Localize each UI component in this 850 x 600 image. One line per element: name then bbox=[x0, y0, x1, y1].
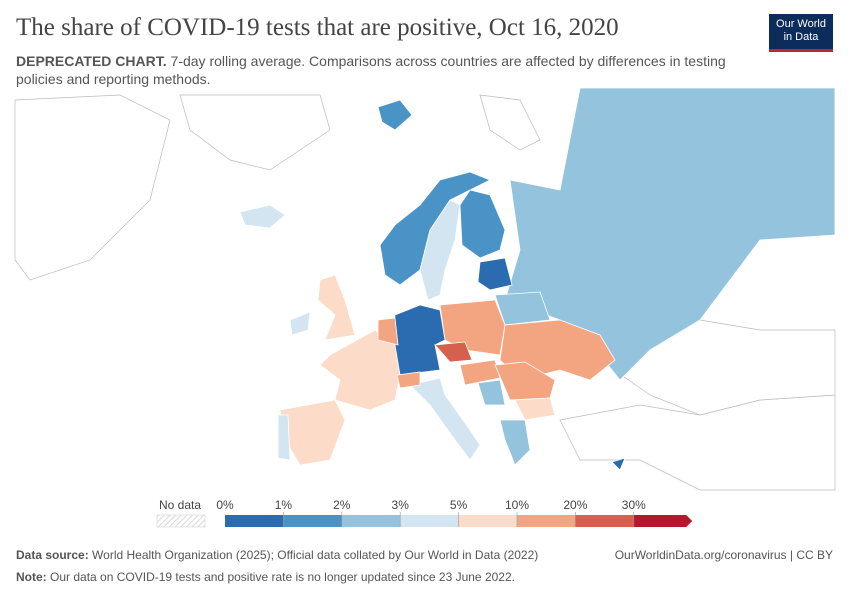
legend: No data 0% 1% 2% 3% 5% 10% 20% 30% bbox=[156, 498, 693, 528]
country bbox=[277, 414, 291, 461]
country bbox=[239, 204, 286, 229]
note: Note: Our data on COVID-19 tests and pos… bbox=[16, 570, 515, 584]
countries bbox=[239, 87, 836, 471]
country bbox=[396, 371, 421, 389]
subtitle-bold: DEPRECATED CHART. bbox=[16, 53, 167, 69]
country bbox=[494, 361, 556, 401]
country bbox=[377, 99, 413, 131]
country bbox=[289, 311, 311, 336]
country bbox=[477, 379, 506, 406]
source: Data source: World Health Organization (… bbox=[16, 548, 538, 562]
country bbox=[477, 257, 513, 291]
subtitle-text: 7-day rolling average. Comparisons acros… bbox=[16, 53, 726, 87]
map: No data 0% 1% 2% 3% 5% 10% 20% 30% bbox=[14, 87, 836, 528]
legend-label: 2% bbox=[333, 498, 351, 512]
legend-swatch bbox=[341, 515, 401, 527]
country bbox=[459, 359, 501, 386]
country bbox=[499, 419, 531, 466]
background-land bbox=[14, 94, 836, 491]
country bbox=[377, 317, 399, 346]
legend-swatch bbox=[633, 515, 693, 527]
legend-swatch bbox=[225, 515, 284, 527]
legend-swatch bbox=[283, 515, 342, 527]
legend-label: No data bbox=[159, 498, 201, 512]
legend-swatch bbox=[517, 515, 576, 527]
logo[interactable]: Our World in Data bbox=[769, 14, 833, 52]
legend-label: 10% bbox=[505, 498, 529, 512]
country bbox=[434, 341, 473, 363]
legend-label: 3% bbox=[392, 498, 410, 512]
legend-label: 5% bbox=[450, 498, 468, 512]
logo-line: Our World bbox=[776, 18, 826, 30]
legend-swatch bbox=[458, 515, 517, 527]
source-text: World Health Organization (2025); Offici… bbox=[92, 548, 539, 562]
country bbox=[409, 377, 481, 461]
legend-label: 30% bbox=[622, 498, 646, 512]
legend-label: 1% bbox=[275, 498, 293, 512]
country bbox=[391, 304, 446, 376]
country bbox=[494, 291, 551, 326]
subtitle: DEPRECATED CHART. 7-day rolling average.… bbox=[16, 52, 736, 88]
logo-line: in Data bbox=[783, 31, 819, 43]
legend-swatch bbox=[575, 515, 634, 527]
legend-label: 20% bbox=[563, 498, 587, 512]
title: The share of COVID-19 tests that are pos… bbox=[16, 14, 619, 41]
country bbox=[611, 457, 626, 471]
country bbox=[459, 189, 506, 259]
source-label: Data source: bbox=[16, 548, 89, 562]
note-label: Note: bbox=[16, 570, 47, 584]
source-link[interactable]: OurWorldinData.org/coronavirus | CC BY bbox=[614, 548, 833, 562]
country bbox=[514, 397, 556, 421]
country bbox=[317, 274, 356, 341]
note-text: Our data on COVID-19 tests and positive … bbox=[50, 570, 515, 584]
country bbox=[419, 199, 461, 301]
legend-swatch bbox=[400, 515, 459, 527]
legend-label: 0% bbox=[216, 498, 234, 512]
no-data-swatch bbox=[156, 514, 206, 528]
